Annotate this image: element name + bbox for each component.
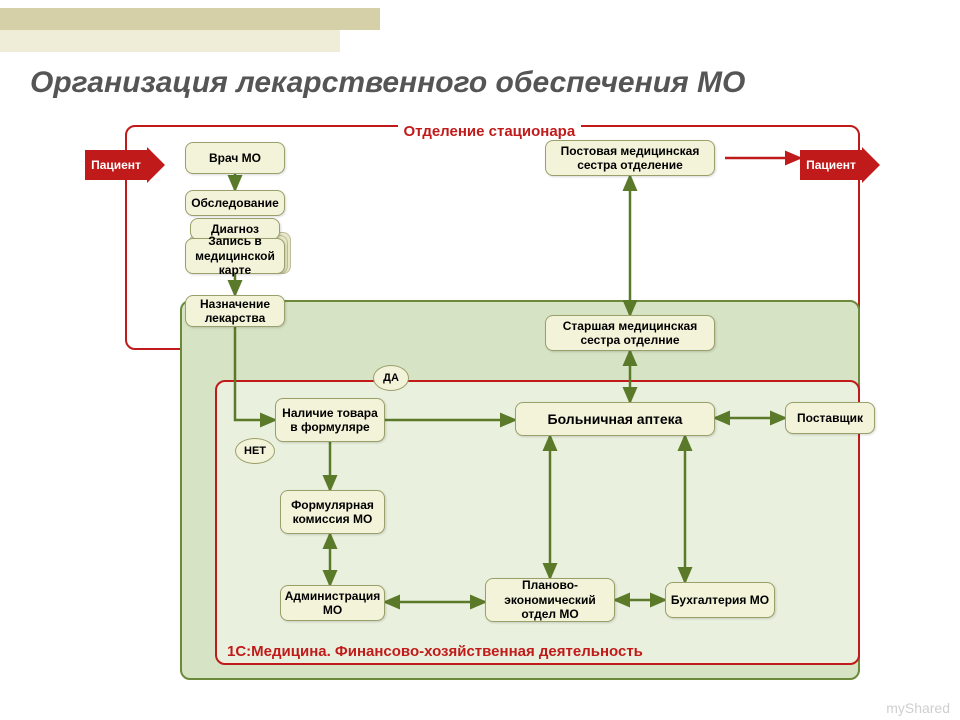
node-doctor: Врач МО [185, 142, 285, 174]
bubble-yes: ДА [373, 365, 409, 391]
node-admin: Администрация МО [280, 585, 385, 621]
node-record: Запись в медицинской карте [185, 238, 285, 274]
patient-out-badge: Пациент [800, 150, 862, 180]
bubble-no: НЕТ [235, 438, 275, 464]
patient-in-badge: Пациент [85, 150, 147, 180]
node-prescribe: Назначение лекарства [185, 295, 285, 327]
watermark: myShared [886, 700, 950, 716]
node-nurse-post: Постовая медицинская сестра отделение [545, 140, 715, 176]
patient-out-label: Пациент [806, 158, 856, 172]
node-nurse-senior: Старшая медицинская сестра отделние [545, 315, 715, 351]
node-supplier: Поставщик [785, 402, 875, 434]
node-econ: Планово-экономический отдел МО [485, 578, 615, 622]
node-committee: Формулярная комиссия МО [280, 490, 385, 534]
page-title: Организация лекарственного обеспечения М… [30, 66, 745, 100]
node-availability: Наличие товара в формуляре [275, 398, 385, 442]
region-hospital-dept-label: Отделение стационара [398, 123, 582, 140]
node-exam: Обследование [185, 190, 285, 216]
decorative-header-stripes [0, 8, 380, 52]
node-accounting: Бухгалтерия МО [665, 582, 775, 618]
node-pharmacy: Больничная аптека [515, 402, 715, 436]
region-1c-medicine-label: 1С:Медицина. Финансово-хозяйственная дея… [227, 643, 643, 660]
diagram-stage: Отделение стационара 1С:Медицина. Финанс… [85, 120, 885, 690]
patient-in-label: Пациент [91, 158, 141, 172]
